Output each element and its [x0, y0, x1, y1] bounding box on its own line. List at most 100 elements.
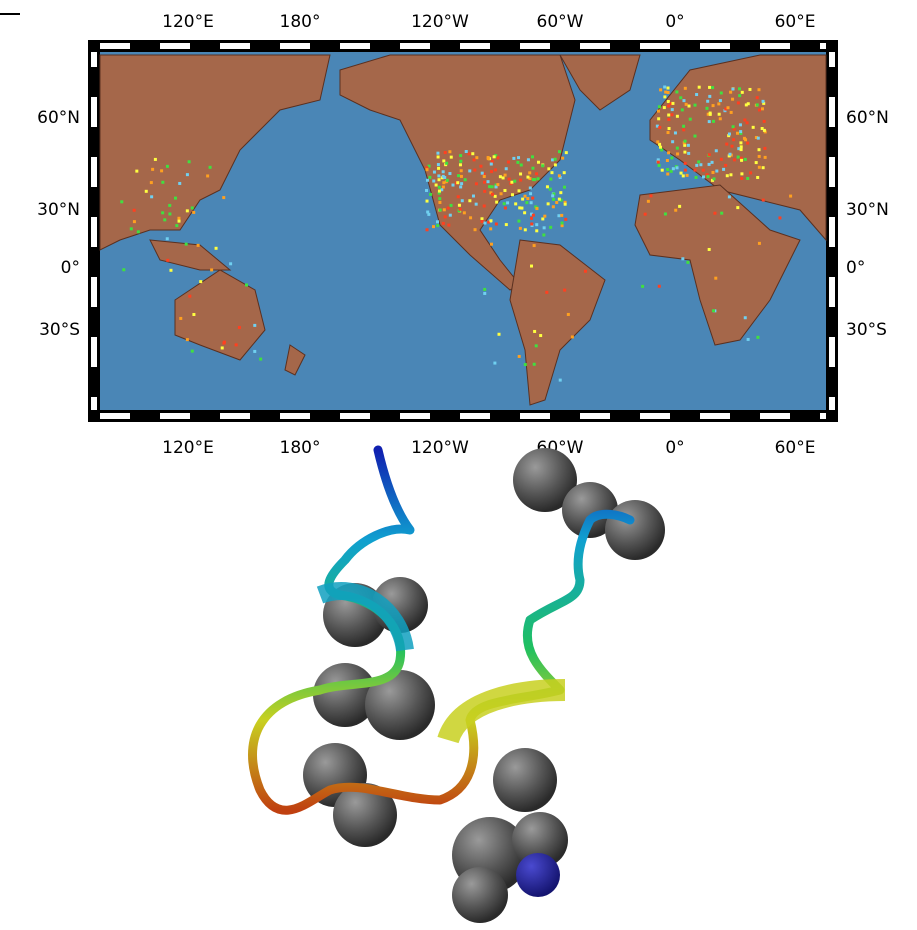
station-dot: [663, 85, 666, 88]
station-dot: [437, 167, 440, 170]
station-dot: [554, 163, 557, 166]
station-dot: [563, 186, 566, 189]
station-dot: [756, 96, 759, 99]
station-dot: [647, 200, 650, 203]
station-dot: [445, 162, 448, 165]
top-label: 60°E: [775, 12, 816, 32]
station-dot: [245, 283, 248, 286]
station-dot: [483, 292, 486, 295]
station-dot: [531, 167, 534, 170]
station-dot: [185, 243, 188, 246]
station-dot: [199, 280, 202, 283]
station-dot: [521, 198, 524, 201]
station-dot: [150, 195, 153, 198]
station-dot: [506, 201, 509, 204]
station-dot: [693, 135, 696, 138]
top-label: 180°: [280, 12, 321, 32]
station-dot: [531, 155, 534, 158]
left-label: 30°N: [37, 200, 80, 220]
station-dot: [442, 222, 445, 225]
station-dot: [463, 211, 466, 214]
station-dot: [435, 184, 438, 187]
station-dot: [720, 158, 723, 161]
station-dot: [560, 214, 563, 217]
station-dot: [503, 189, 506, 192]
station-dot: [436, 152, 439, 155]
station-dot: [447, 224, 450, 227]
station-dot: [718, 113, 721, 116]
station-dot: [561, 221, 564, 224]
station-dot: [210, 268, 213, 271]
station-dot: [708, 163, 711, 166]
station-dot: [657, 110, 660, 113]
station-dot: [512, 157, 515, 160]
station-dot: [541, 164, 544, 167]
station-dot: [459, 154, 462, 157]
station-dot: [681, 257, 684, 260]
station-dot: [150, 181, 153, 184]
station-dot: [519, 227, 522, 230]
station-dot: [446, 179, 449, 182]
station-dot: [681, 108, 684, 111]
station-dot: [741, 91, 744, 94]
station-dot: [437, 163, 440, 166]
station-dot: [529, 186, 532, 189]
station-dot: [528, 171, 531, 174]
station-dot: [762, 166, 765, 169]
station-dot: [186, 209, 189, 212]
station-dot: [728, 153, 731, 156]
station-dot: [689, 118, 692, 121]
station-dot: [444, 151, 447, 154]
station-dot: [706, 100, 709, 103]
station-dot: [714, 277, 717, 280]
station-dot: [459, 163, 462, 166]
station-dot: [699, 163, 702, 166]
station-dot: [674, 209, 677, 212]
station-dot: [425, 189, 428, 192]
station-dot: [473, 158, 476, 161]
station-dot: [756, 103, 759, 106]
station-dot: [676, 115, 679, 118]
station-dot: [747, 338, 750, 341]
station-dot: [763, 147, 766, 150]
right-label: 30°S: [846, 320, 887, 340]
station-dot: [523, 211, 526, 214]
station-dot: [666, 173, 669, 176]
station-dot: [460, 175, 463, 178]
station-dot: [179, 317, 182, 320]
station-dot: [503, 202, 506, 205]
station-dot: [519, 179, 522, 182]
station-dot: [564, 203, 567, 206]
station-dot: [490, 243, 493, 246]
station-dot: [543, 215, 546, 218]
station-dot: [671, 140, 674, 143]
right-label: 30°N: [846, 200, 889, 220]
station-dot: [437, 174, 440, 177]
station-dot: [518, 355, 521, 358]
station-dot: [438, 186, 441, 189]
station-dot: [684, 140, 687, 143]
station-dot: [687, 144, 690, 147]
station-dot: [740, 172, 743, 175]
station-dot: [133, 220, 136, 223]
station-dot: [667, 151, 670, 154]
station-dot: [747, 102, 750, 105]
station-dot: [680, 172, 683, 175]
station-dot: [178, 220, 181, 223]
station-dot: [678, 205, 681, 208]
station-dot: [644, 213, 647, 216]
station-dot: [728, 132, 731, 135]
station-dot: [459, 208, 462, 211]
station-dot: [524, 363, 527, 366]
station-dot: [712, 309, 715, 312]
station-dot: [135, 170, 138, 173]
station-dot: [758, 108, 761, 111]
station-dot: [584, 270, 587, 273]
station-dot: [667, 105, 670, 108]
station-dot: [460, 182, 463, 185]
station-dot: [744, 158, 747, 161]
station-dot: [530, 217, 533, 220]
station-dot: [493, 362, 496, 365]
station-dot: [684, 87, 687, 90]
station-dot: [459, 160, 462, 163]
